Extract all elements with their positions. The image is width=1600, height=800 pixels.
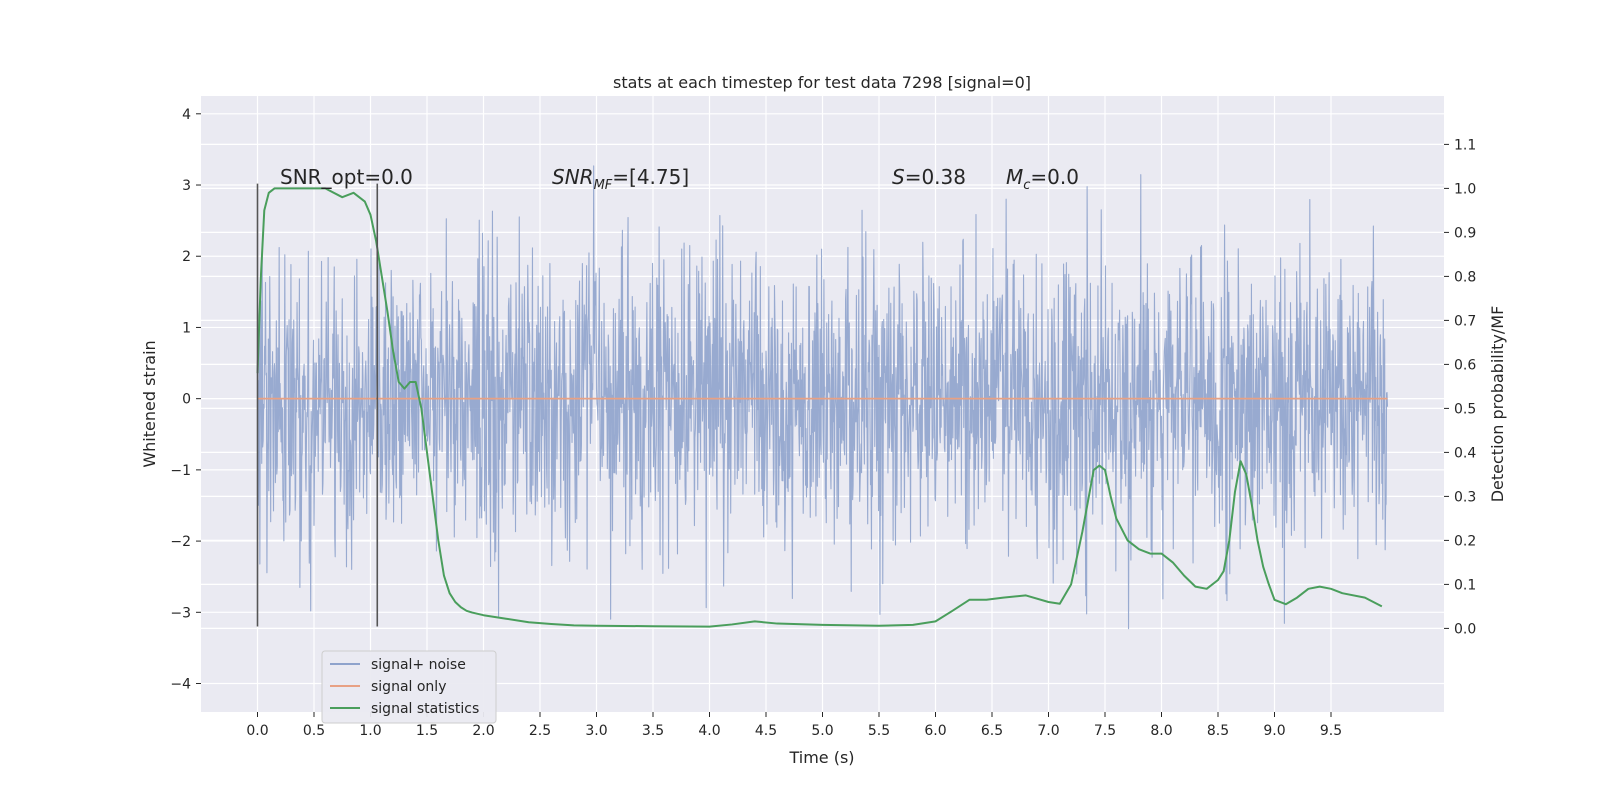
- x-tick-label: 1.0: [359, 723, 381, 739]
- y-right-tick-label: 1.0: [1454, 181, 1476, 197]
- signal-plus-noise-line: [256, 165, 1389, 630]
- y-left-tick-label: 1: [182, 320, 191, 336]
- y-right-tick-label: 0.0: [1454, 621, 1476, 637]
- x-tick-label: 8.5: [1207, 723, 1229, 739]
- annotation-snr-mf: SNRMF=[4.75]: [552, 165, 689, 193]
- legend-label-signal-only: signal only: [371, 679, 446, 695]
- x-tick-label: 9.5: [1320, 723, 1342, 739]
- y-right-tick-label: 0.2: [1454, 533, 1476, 549]
- right-y-axis-ticks: 1.1 1.0 0.9 0.8 0.7 0.6 0.5 0.4 0.3 0.2 0.1 0.0: [1444, 137, 1476, 637]
- y-right-tick-label: 1.1: [1454, 137, 1476, 153]
- left-y-axis-ticks: 4 3 2 1 0 −1 −2 −3 −4: [170, 107, 201, 693]
- annotation-snr-mf-main: SNR: [552, 165, 594, 189]
- y-left-tick-label: 2: [182, 249, 191, 265]
- legend-box: [321, 650, 497, 724]
- y-left-tick-label: −2: [170, 534, 191, 550]
- annotation-s-main: S: [892, 165, 905, 189]
- x-tick-label: 0.5: [303, 723, 325, 739]
- y-right-tick-label: 0.9: [1454, 225, 1476, 241]
- x-tick-label: 7.5: [1094, 723, 1116, 739]
- y-left-tick-label: 3: [182, 178, 191, 194]
- y-left-tick-label: −4: [170, 677, 191, 693]
- y-left-tick-label: −1: [170, 463, 191, 479]
- y-right-tick-label: 0.5: [1454, 401, 1476, 417]
- legend-label-signal-plus-noise: signal+ noise: [371, 657, 466, 673]
- legend-label-signal-statistics: signal statistics: [371, 701, 479, 717]
- x-tick-label: 2.5: [529, 723, 551, 739]
- x-tick-label: 4.5: [755, 723, 777, 739]
- x-tick-label: 6.0: [924, 723, 946, 739]
- signal-plus-noise-series: [256, 165, 1389, 630]
- annotation-mc-sub: c: [1023, 178, 1030, 193]
- y-left-tick-label: 0: [182, 392, 191, 408]
- annotation-mc: Mc=0.0: [1006, 165, 1079, 193]
- y-right-tick-label: 0.7: [1454, 313, 1476, 329]
- y-right-tick-label: 0.8: [1454, 269, 1476, 285]
- annotation-s: S=0.38: [892, 165, 966, 189]
- y-left-tick-label: −3: [170, 605, 191, 621]
- annotation-snr-mf-sub: MF: [594, 178, 613, 193]
- y-right-tick-label: 0.4: [1454, 445, 1476, 461]
- annotation-snr-mf-rest: =[4.75]: [612, 165, 689, 189]
- annotation-mc-main: M: [1006, 165, 1023, 189]
- x-tick-label: 3.5: [642, 723, 664, 739]
- annotation-mc-rest: =0.0: [1030, 165, 1079, 189]
- x-axis-label: Time (s): [788, 748, 854, 767]
- y-right-tick-label: 0.3: [1454, 489, 1476, 505]
- x-tick-label: 5.5: [868, 723, 890, 739]
- x-tick-label: 0.0: [246, 723, 268, 739]
- y-right-tick-label: 0.6: [1454, 357, 1476, 373]
- x-axis-ticks: 0.0 0.5 1.0 1.5 2.0 2.5 3.0 3.5 4.0 4.5 5.0 5.5 6.0 6…: [246, 712, 1342, 739]
- x-tick-label: 6.5: [981, 723, 1003, 739]
- left-y-axis-label: Whitened strain: [140, 340, 159, 467]
- signal-statistics-line: [256, 187, 1383, 628]
- x-tick-label: 9.0: [1263, 723, 1285, 739]
- x-tick-label: 5.0: [811, 723, 833, 739]
- y-left-tick-label: 4: [182, 107, 191, 123]
- x-tick-label: 3.0: [585, 723, 607, 739]
- x-tick-label: 8.0: [1150, 723, 1172, 739]
- x-tick-label: 4.0: [698, 723, 720, 739]
- x-tick-label: 7.0: [1037, 723, 1059, 739]
- annotation-s-rest: =0.38: [905, 165, 966, 189]
- vertical-markers: [256, 183, 379, 627]
- legend: signal+ noise signal only signal statist…: [321, 650, 497, 724]
- signal-statistics-series: [256, 187, 1383, 628]
- x-tick-label: 2.0: [472, 723, 494, 739]
- right-y-axis-label: Detection probability/MF: [1488, 306, 1507, 503]
- y-right-tick-label: 0.1: [1454, 577, 1476, 593]
- x-tick-label: 1.5: [416, 723, 438, 739]
- chart-title: stats at each timestep for test data 729…: [613, 73, 1031, 92]
- annotation-snr-opt: SNR_opt=0.0: [280, 165, 413, 189]
